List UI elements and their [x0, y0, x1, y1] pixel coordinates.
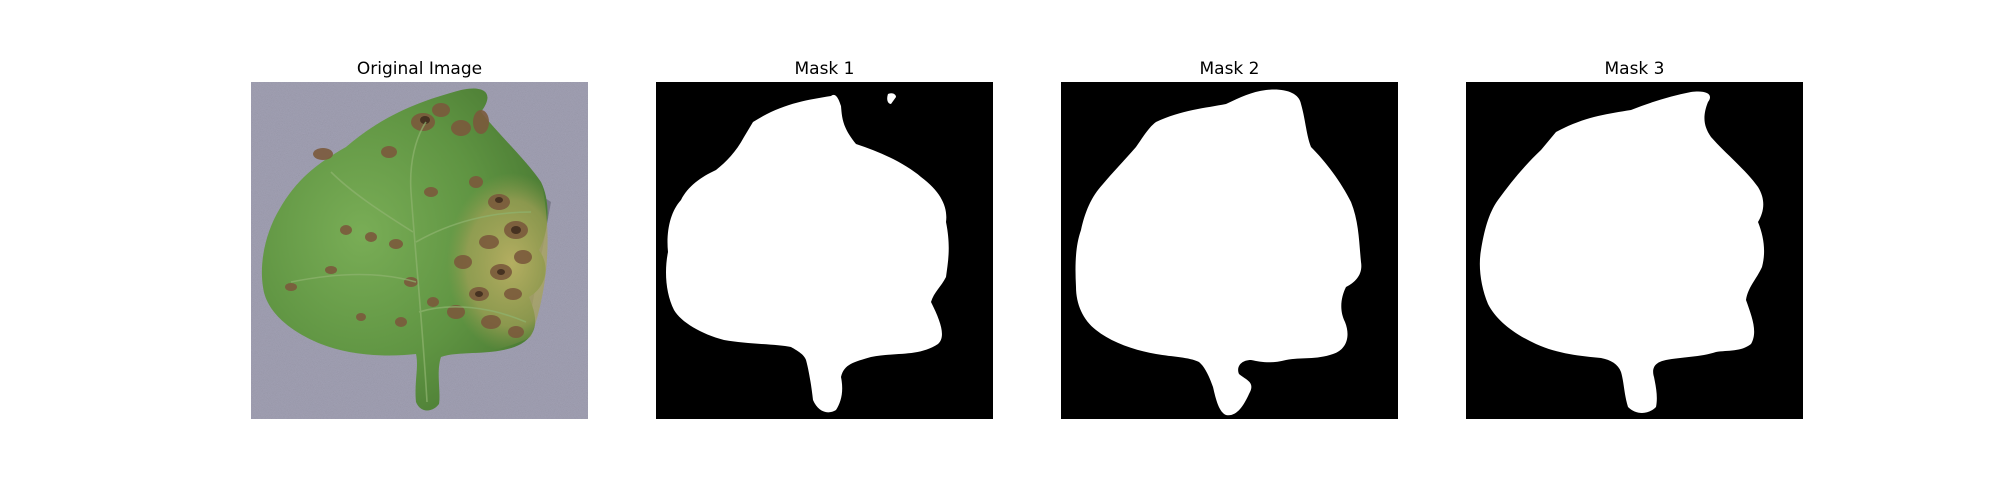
mask-region	[1479, 91, 1765, 414]
mask-image	[1466, 82, 1803, 419]
leaf-photo	[251, 82, 588, 419]
panel-mask-1: Mask 1	[656, 56, 993, 419]
panel-title: Original Image	[356, 59, 483, 79]
mask-region	[1075, 89, 1362, 416]
mask-region	[666, 94, 949, 413]
panel-title: Mask 3	[1604, 59, 1665, 79]
panel-mask-2: Mask 2	[1061, 56, 1398, 419]
panel-original: Original Image	[251, 56, 588, 419]
panel-mask-3: Mask 3	[1466, 56, 1803, 419]
panel-title: Mask 2	[1199, 59, 1260, 79]
mask-image	[656, 82, 993, 419]
mask-image	[1061, 82, 1398, 419]
panel-title: Mask 1	[794, 59, 855, 79]
